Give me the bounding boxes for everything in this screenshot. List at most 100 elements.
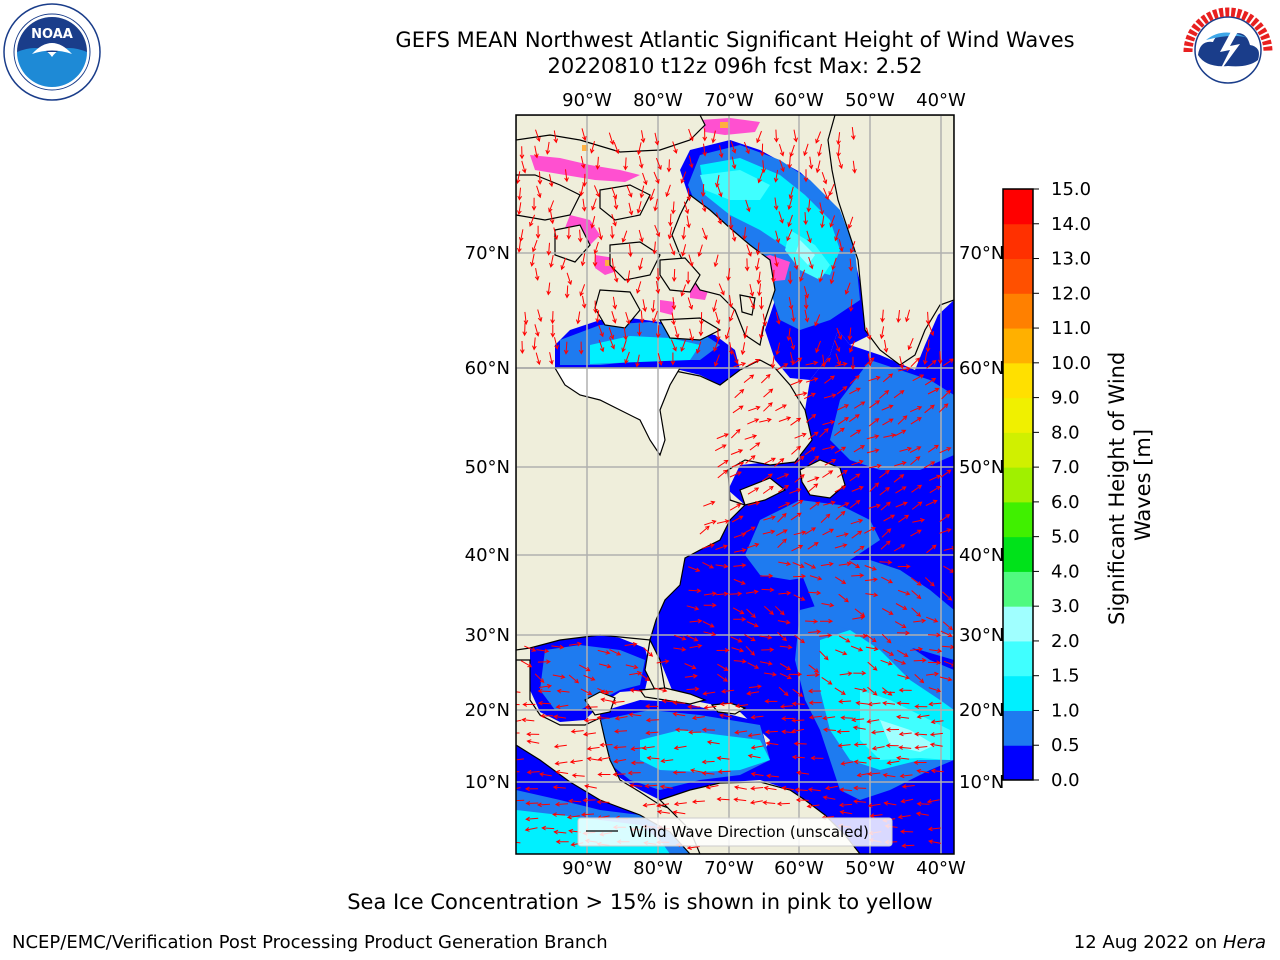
wave-arrow	[516, 841, 521, 844]
colorbar-segment	[1003, 328, 1033, 364]
wave-arrow	[823, 188, 829, 201]
wave-arrow	[927, 632, 942, 638]
wave-arrow	[593, 185, 600, 198]
colorbar-segment	[1003, 432, 1033, 468]
wave-arrow	[808, 688, 822, 694]
wave-arrow	[613, 758, 627, 764]
wave-arrow	[654, 224, 661, 238]
wave-arrow	[867, 686, 878, 696]
wave-arrow	[554, 760, 568, 766]
wave-arrow	[524, 786, 539, 792]
wave-arrow	[850, 645, 864, 652]
wave-arrow	[882, 773, 896, 778]
wave-arrow	[745, 589, 759, 595]
wave-arrow	[747, 487, 760, 495]
wave-arrow	[764, 729, 778, 735]
wave-arrow	[731, 228, 737, 242]
wave-arrow	[804, 562, 817, 569]
wave-arrow	[537, 659, 551, 665]
wave-arrow	[551, 644, 565, 650]
wave-arrow	[759, 417, 772, 423]
wave-arrow	[778, 686, 789, 697]
wave-arrow	[673, 745, 687, 751]
wave-arrow	[593, 241, 599, 255]
wave-arrow	[775, 342, 781, 356]
wave-arrow	[778, 484, 790, 493]
wave-arrow	[653, 198, 658, 212]
wave-arrow	[746, 690, 760, 696]
wave-arrow	[734, 729, 748, 735]
wave-arrow	[928, 323, 935, 337]
wave-arrow	[655, 268, 661, 282]
wave-arrow	[771, 269, 776, 283]
wave-arrow	[715, 174, 720, 188]
wave-arrow	[623, 157, 628, 171]
wave-arrow	[850, 356, 856, 370]
wave-arrow	[623, 327, 628, 341]
wave-arrow	[882, 373, 894, 383]
wave-arrow	[763, 388, 774, 398]
wave-arrow	[743, 325, 748, 339]
wave-arrow	[851, 717, 865, 723]
wave-arrow	[897, 564, 911, 569]
wave-arrow	[688, 155, 694, 169]
wave-arrow	[645, 717, 659, 723]
wave-arrow	[673, 801, 687, 807]
wave-arrow	[825, 785, 838, 791]
wave-arrow	[928, 687, 942, 693]
wave-arrow	[624, 351, 630, 365]
wave-arrow	[836, 144, 841, 158]
wave-arrow	[867, 803, 881, 808]
lon-label-bottom: 80°W	[633, 858, 683, 879]
wave-arrow	[626, 185, 633, 198]
wave-arrow	[806, 803, 820, 809]
wave-arrow	[820, 513, 831, 523]
wave-arrow	[531, 239, 538, 253]
wave-arrow	[731, 156, 737, 170]
wave-arrow	[536, 802, 551, 808]
wave-arrow	[524, 645, 537, 652]
footer-date-text: 12 Aug 2022 on	[1073, 932, 1223, 953]
lat-label-left: 50°N	[465, 457, 510, 478]
wave-arrow	[787, 155, 793, 169]
wave-arrow	[868, 463, 882, 469]
wave-arrow	[865, 592, 879, 598]
wave-arrow	[715, 544, 728, 550]
wave-arrow	[911, 484, 923, 493]
wave-arrow	[666, 159, 672, 173]
wave-arrow	[733, 785, 747, 790]
wave-arrow	[638, 229, 644, 243]
wave-arrow	[897, 649, 909, 657]
wave-arrow	[893, 659, 907, 665]
wave-arrow	[838, 699, 852, 704]
wave-arrow	[583, 717, 597, 723]
wave-arrow	[819, 427, 829, 438]
wave-arrow	[774, 605, 785, 616]
wave-arrow	[628, 712, 642, 718]
wave-arrow	[837, 469, 848, 478]
wave-arrow	[674, 325, 680, 339]
wave-arrow	[611, 187, 618, 200]
colorbar-segment	[1003, 606, 1033, 642]
wave-arrow	[636, 281, 642, 294]
colorbar-tick-label: 6.0	[1051, 492, 1080, 513]
wave-arrow	[517, 187, 523, 201]
wave-arrow	[851, 530, 863, 539]
wave-arrow	[779, 662, 792, 671]
wave-arrow	[849, 414, 860, 423]
wave-arrow	[553, 227, 559, 241]
wave-arrow	[628, 202, 634, 216]
lon-label-bottom: 50°W	[845, 858, 895, 879]
wave-arrow	[897, 814, 911, 820]
map-legend: Wind Wave Direction (unscaled)	[577, 817, 893, 847]
wave-arrow	[849, 499, 861, 509]
wave-arrow	[568, 798, 582, 804]
wave-arrow	[654, 132, 660, 146]
wave-arrow	[745, 455, 756, 464]
wave-arrow	[878, 390, 890, 399]
wave-arrow	[522, 702, 536, 707]
wave-arrow	[867, 661, 878, 671]
wave-arrow	[928, 839, 941, 844]
wave-arrow	[808, 664, 820, 673]
wave-arrow	[814, 314, 821, 327]
